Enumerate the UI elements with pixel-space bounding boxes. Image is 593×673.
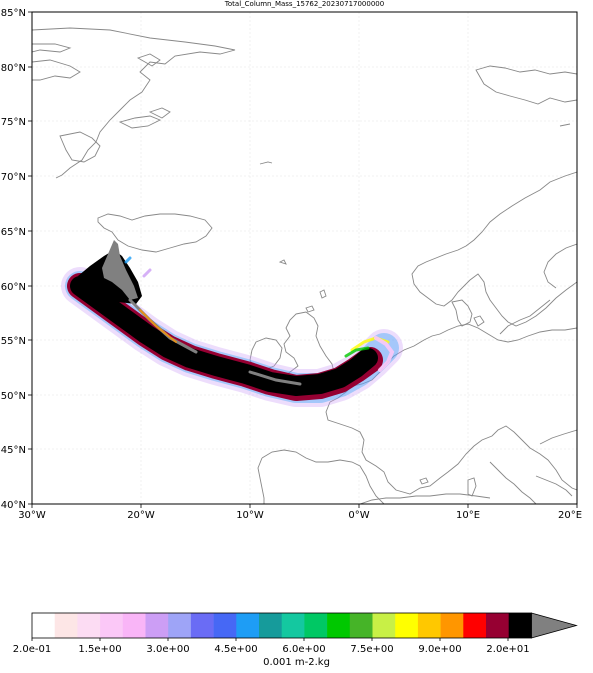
- colorbar-swatch: [32, 613, 55, 638]
- lat-label: 70°N: [1, 172, 26, 183]
- lon-label: 20°E: [558, 510, 582, 521]
- colorbar-swatch: [372, 613, 396, 638]
- lon-label: 20°W: [127, 510, 155, 521]
- lat-label: 45°N: [1, 445, 26, 456]
- colorbar-swatch: [122, 613, 146, 638]
- lat-label: 75°N: [1, 117, 26, 128]
- plume-streak-b: [248, 370, 302, 386]
- longitude-labels: 30°W 20°W 10°W 0°W 10°E 20°E: [18, 510, 582, 521]
- lon-label: 30°W: [18, 510, 46, 521]
- plume: [61, 240, 403, 407]
- colorbar-swatch: [349, 613, 373, 638]
- plume-core: [70, 276, 378, 396]
- colorbar: [31, 612, 578, 641]
- plume-speck: [124, 256, 132, 264]
- lat-label: 80°N: [1, 63, 26, 74]
- colorbar-tick-label: 6.0e+00: [282, 644, 326, 655]
- map-area[interactable]: [31, 11, 578, 505]
- colorbar-units: 0.001 m-2.kg: [263, 657, 330, 668]
- colorbar-tick-label: 2.0e-01: [12, 644, 52, 655]
- latitude-labels: 85°N 80°N 75°N 70°N 65°N 60°N 55°N 50°N …: [1, 8, 26, 511]
- colorbar-swatch: [395, 613, 419, 638]
- plume-fringe-green: [344, 346, 370, 358]
- coastlines: [32, 27, 577, 504]
- plume-fringe-east: [374, 336, 395, 372]
- colorbar-swatch: [145, 613, 169, 638]
- colorbar-tick-label: 2.0e+01: [486, 644, 530, 655]
- lon-label: 10°W: [236, 510, 264, 521]
- colorbar-extend-arrow: [531, 612, 578, 639]
- colorbar-outline: [31, 612, 532, 639]
- colorbar-swatch: [100, 613, 124, 638]
- lon-label: 0°W: [348, 510, 369, 521]
- colorbar-swatch: [236, 613, 260, 638]
- tick-marks: [28, 11, 578, 508]
- lat-label: 60°N: [1, 282, 26, 293]
- colorbar-swatch: [304, 613, 328, 638]
- colorbar-tick-label: 1.5e+00: [78, 644, 122, 655]
- colorbar-tick-labels: 2.0e-01 1.5e+00 3.0e+00 4.5e+00 6.0e+00 …: [0, 644, 593, 656]
- colorbar-swatch: [77, 613, 101, 638]
- colorbar-swatch: [259, 613, 282, 638]
- plume-high: [102, 240, 138, 300]
- plume-fringe-orange: [139, 309, 177, 343]
- colorbar-tick-label: 3.0e+00: [146, 644, 190, 655]
- colorbar-swatch: [486, 613, 509, 638]
- lon-label: 10°E: [456, 510, 480, 521]
- colorbar-swatch: [463, 613, 487, 638]
- colorbar-swatch: [213, 613, 237, 638]
- lat-label: 55°N: [1, 336, 26, 347]
- colorbar-tick-label: 7.5e+00: [350, 644, 394, 655]
- colorbar-swatch: [327, 613, 351, 638]
- lat-label: 85°N: [1, 8, 26, 19]
- plume-speck-2: [142, 268, 152, 278]
- lat-label: 40°N: [1, 500, 26, 511]
- map-frame: [31, 11, 578, 505]
- colorbar-swatch: [440, 613, 464, 638]
- colorbar-swatch: [190, 613, 214, 638]
- colorbar-swatch: [508, 613, 532, 638]
- lat-label: 50°N: [1, 391, 26, 402]
- colorbar-swatch: [54, 613, 78, 638]
- lat-label: 65°N: [1, 227, 26, 238]
- map-title: Total_Column_Mass_15762_20230717000000: [224, 0, 385, 8]
- colorbar-swatch: [168, 613, 192, 638]
- colorbar-tick-label: 4.5e+00: [214, 644, 258, 655]
- colorbar-swatch: [281, 613, 305, 638]
- colorbar-swatch: [417, 613, 441, 638]
- colorbar-tick-label: 9.0e+00: [418, 644, 462, 655]
